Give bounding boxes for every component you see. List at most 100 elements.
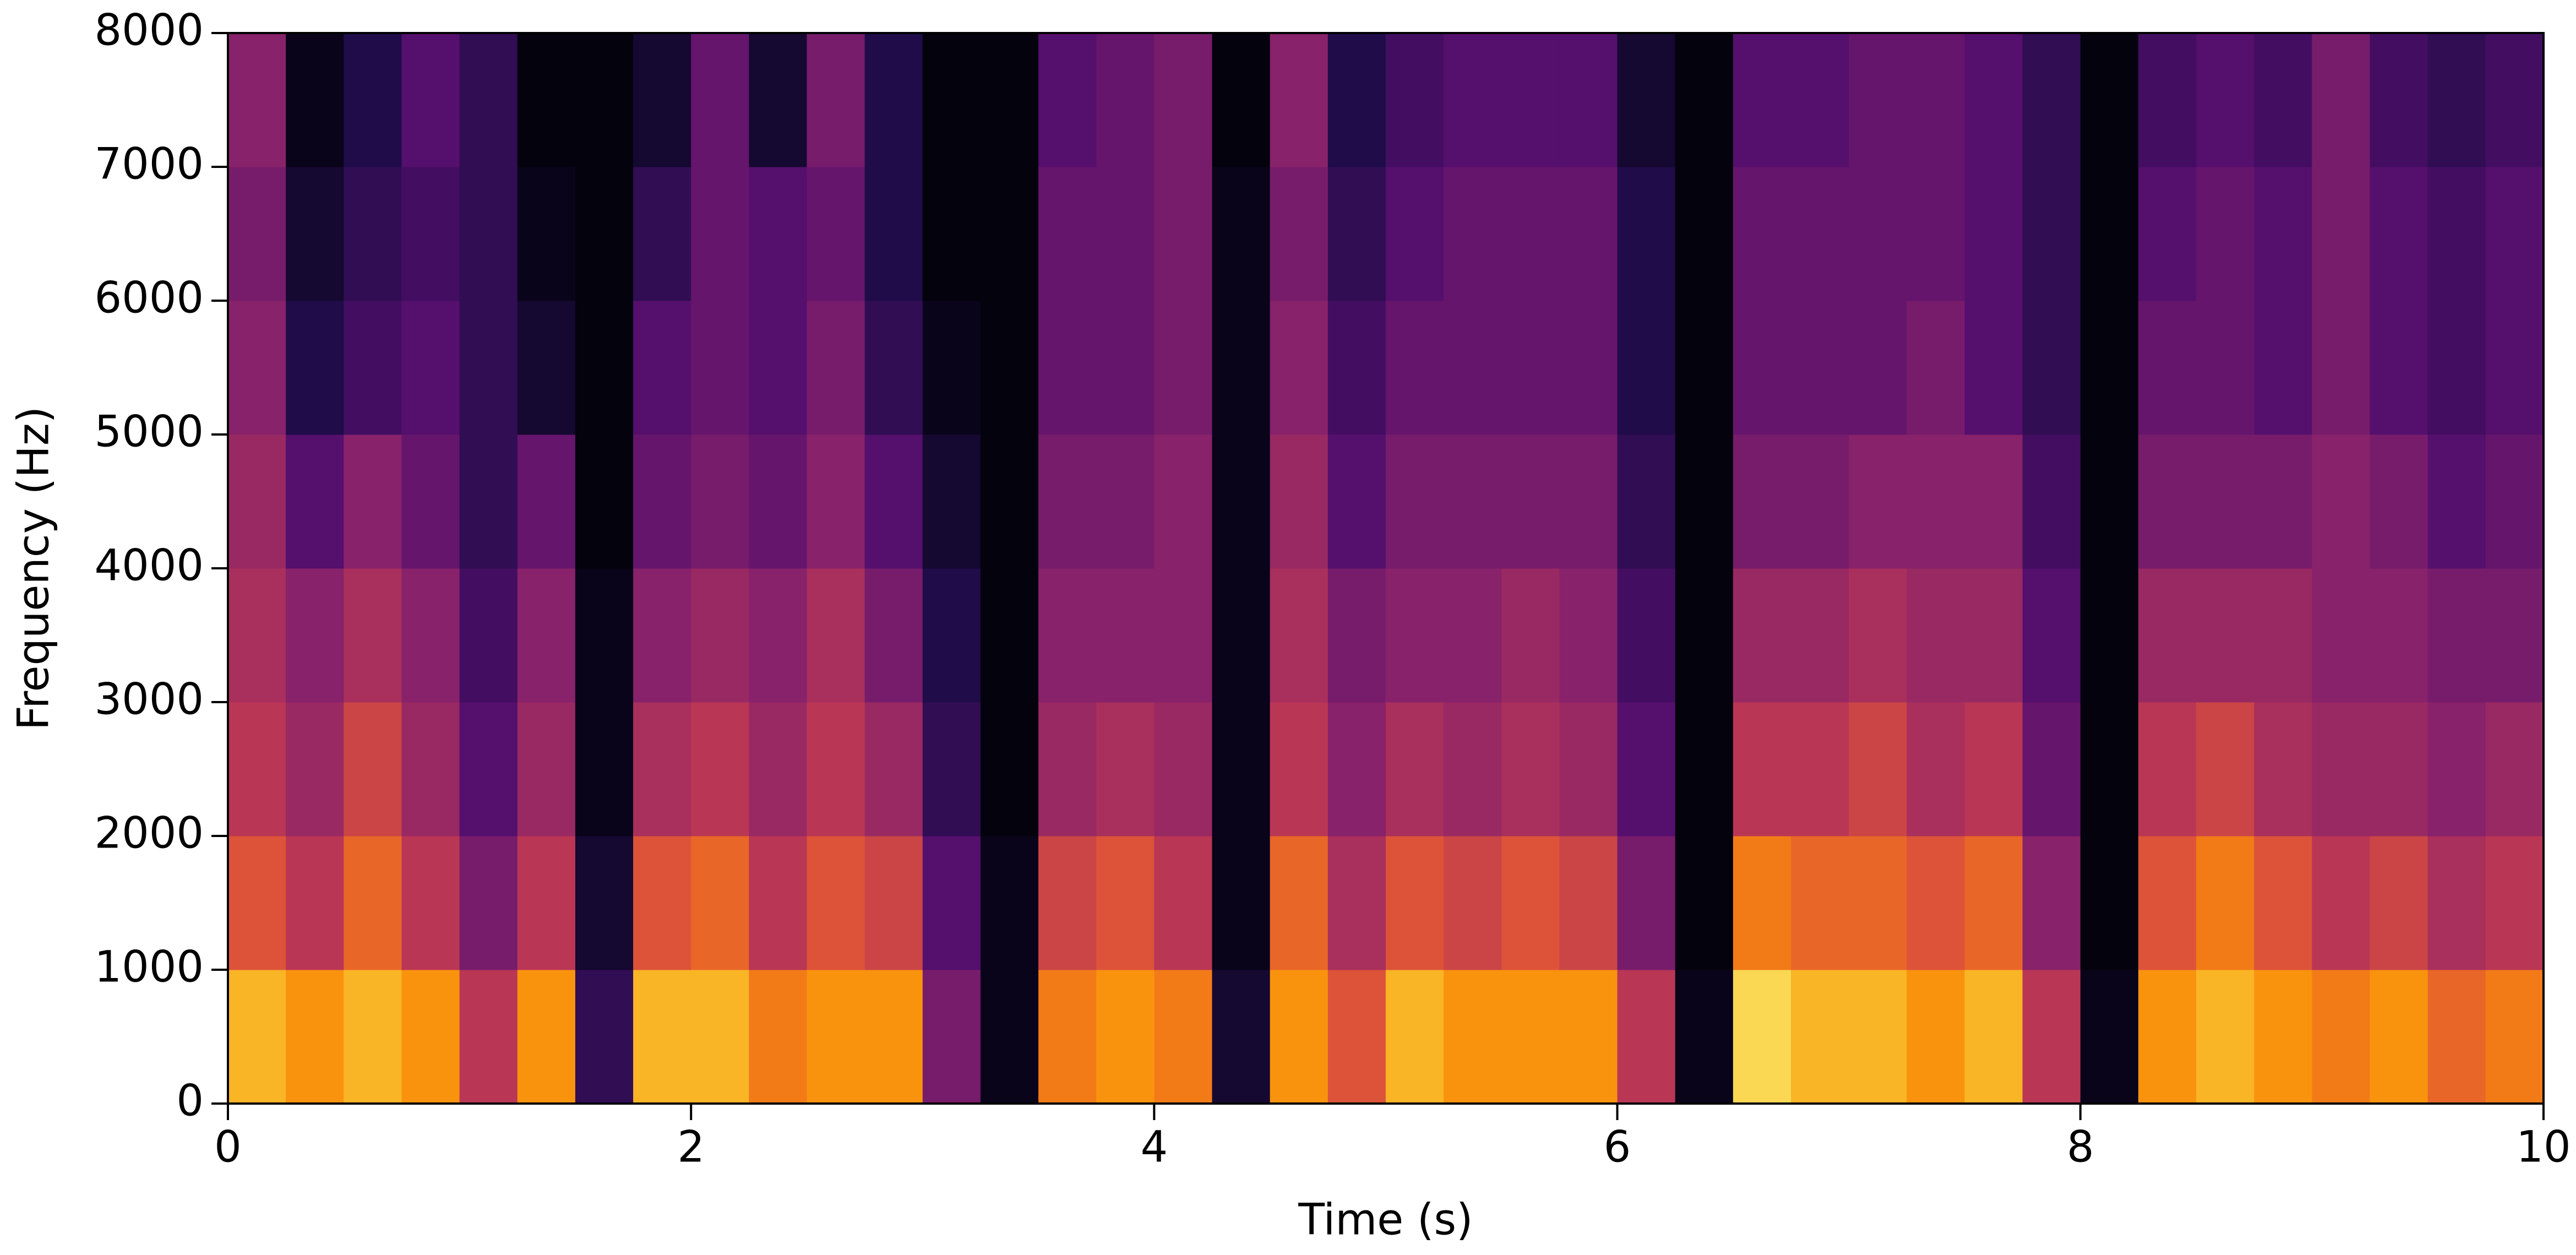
spectrogram-cell: [1270, 434, 1328, 569]
spectrogram-cell: [1617, 301, 1676, 435]
spectrogram-cell: [749, 434, 807, 569]
spectrogram-cell: [517, 167, 576, 301]
spectrogram-cell: [1617, 33, 1676, 167]
spectrogram-cell: [1154, 970, 1213, 1104]
spectrogram-cell: [864, 568, 923, 703]
spectrogram-cell: [1386, 702, 1444, 836]
spectrogram-cell: [2427, 702, 2486, 836]
spectrogram-cell: [1038, 434, 1097, 569]
spectrogram-cell: [1038, 568, 1097, 703]
spectrogram-cell: [1559, 702, 1618, 836]
spectrogram-cell: [575, 167, 634, 301]
spectrogram-cell: [2254, 702, 2312, 836]
spectrogram-cell: [807, 167, 865, 301]
spectrogram-cell: [1907, 301, 1965, 435]
spectrogram-cell: [228, 434, 286, 569]
spectrogram-cell: [1096, 568, 1154, 703]
spectrogram-cell: [228, 970, 286, 1104]
spectrogram-cell: [1327, 702, 1386, 836]
spectrogram-cell: [922, 33, 981, 167]
spectrogram-cell: [807, 970, 865, 1104]
spectrogram-cell: [1559, 301, 1618, 435]
spectrogram-cell: [2196, 970, 2254, 1104]
spectrogram-cell: [864, 33, 923, 167]
spectrogram-cell: [1270, 970, 1328, 1104]
y-tick-label: 8000: [94, 6, 204, 55]
spectrogram-cell: [749, 970, 807, 1104]
spectrogram-cell: [922, 568, 981, 703]
spectrogram-cell: [286, 702, 344, 836]
spectrogram-cell: [1444, 301, 1502, 435]
spectrogram-cell: [864, 434, 923, 569]
spectrogram-cell: [2080, 568, 2139, 703]
spectrogram-cell: [1154, 33, 1213, 167]
spectrogram-cell: [1444, 836, 1502, 970]
spectrogram-cell: [517, 970, 576, 1104]
spectrogram-cell: [459, 702, 518, 836]
spectrogram-cell: [1212, 434, 1271, 569]
spectrogram-cell: [2138, 970, 2197, 1104]
spectrogram-cell: [1791, 434, 1849, 569]
spectrogram-cell: [1617, 434, 1676, 569]
spectrogram-cell: [1444, 434, 1502, 569]
spectrogram-cell: [1849, 970, 1907, 1104]
spectrogram-cell: [749, 167, 807, 301]
spectrogram-cell: [2370, 301, 2428, 435]
spectrogram-cell: [922, 836, 981, 970]
spectrogram-cell: [1154, 167, 1213, 301]
spectrogram-cell: [1733, 301, 1791, 435]
x-tick-label: 10: [2516, 1122, 2570, 1172]
spectrogram-cell: [575, 301, 634, 435]
spectrogram-cell: [1733, 970, 1791, 1104]
spectrogram-cell: [691, 434, 749, 569]
spectrogram-cell: [2254, 167, 2312, 301]
spectrogram-cell: [2485, 702, 2544, 836]
spectrogram-cell: [2370, 702, 2428, 836]
spectrogram-cell: [1386, 33, 1444, 167]
spectrogram-cell: [1501, 301, 1560, 435]
x-tick-label: 0: [214, 1122, 242, 1172]
spectrogram-cell: [2080, 836, 2139, 970]
spectrogram-cell: [1964, 167, 2023, 301]
spectrogram-cell: [1270, 702, 1328, 836]
spectrogram-cell: [2485, 568, 2544, 703]
spectrogram-cell: [344, 568, 402, 703]
spectrogram-cell: [1327, 434, 1386, 569]
spectrogram-cell: [1212, 836, 1271, 970]
spectrogram-cell: [1675, 702, 1734, 836]
spectrogram-cell: [1849, 702, 1907, 836]
spectrogram-cell: [1212, 568, 1271, 703]
spectrogram-cell: [2254, 301, 2312, 435]
spectrogram-cell: [1327, 568, 1386, 703]
spectrogram-cell: [2485, 434, 2544, 569]
spectrogram-cell: [2254, 434, 2312, 569]
spectrogram-cell: [633, 568, 691, 703]
spectrogram-cell: [228, 568, 286, 703]
spectrogram-cell: [459, 167, 518, 301]
spectrogram-cell: [459, 568, 518, 703]
spectrogram-cell: [1849, 301, 1907, 435]
spectrogram-cell: [575, 836, 634, 970]
spectrogram-cell: [459, 434, 518, 569]
spectrogram-cell: [2138, 568, 2197, 703]
spectrogram-cell: [2370, 33, 2428, 167]
spectrogram-cell: [980, 167, 1039, 301]
spectrogram-cell: [633, 702, 691, 836]
spectrogram-cell: [575, 568, 634, 703]
spectrogram-cell: [807, 702, 865, 836]
spectrogram-cell: [1096, 702, 1154, 836]
spectrogram-cell: [459, 33, 518, 167]
spectrogram-cell: [1733, 702, 1791, 836]
spectrogram-cell: [980, 301, 1039, 435]
spectrogram-cell: [2312, 434, 2371, 569]
spectrogram-cell: [1675, 434, 1734, 569]
spectrogram-cell: [1212, 301, 1271, 435]
y-tick-label: 1000: [94, 942, 204, 992]
spectrogram-cell: [1791, 167, 1849, 301]
spectrogram-cell: [228, 33, 286, 167]
spectrogram-cell: [1444, 568, 1502, 703]
spectrogram-cell: [2254, 836, 2312, 970]
spectrogram-cell: [2370, 167, 2428, 301]
spectrogram-cell: [691, 970, 749, 1104]
spectrogram-cell: [1617, 568, 1676, 703]
